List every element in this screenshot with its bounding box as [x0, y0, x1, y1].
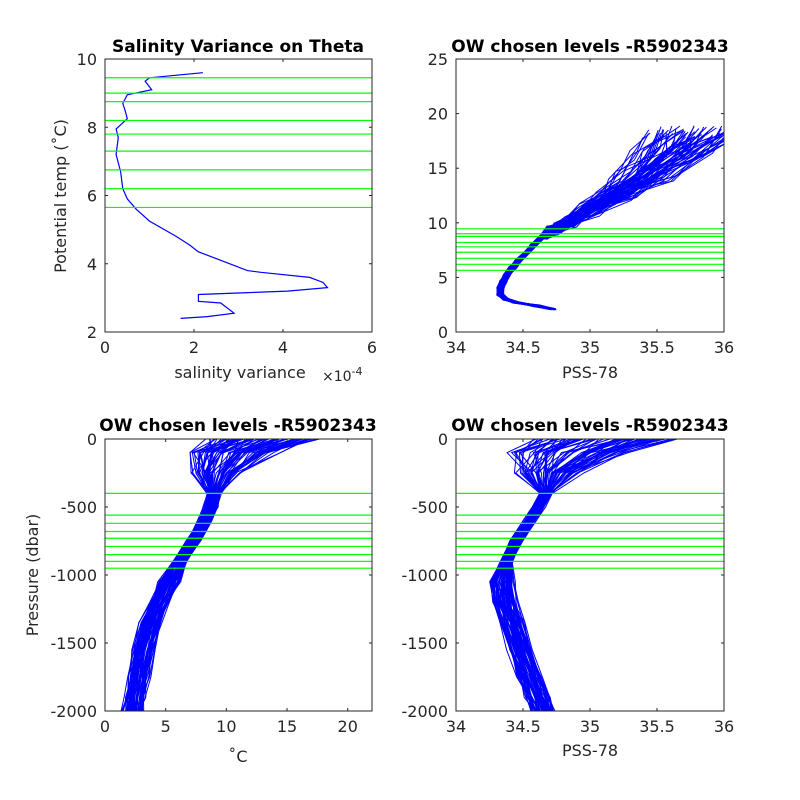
salinity-pressure-plot-area: 34 34.5 35 35.5 36 -2000 -1500 -1000 -500 0	[402, 430, 735, 736]
sal_p-y-tick-label: -500	[412, 498, 448, 517]
theta_s-y-tick-label: 25	[428, 50, 448, 69]
sal_p-y-tick-label: -1000	[402, 566, 449, 585]
salinity-pressure-xlabel: PSS-78	[562, 741, 618, 760]
sal_p-y-tick-label: -1500	[402, 634, 449, 653]
temp_p-y-tick-label: -1500	[51, 634, 98, 653]
theta_s-y-tick-label: 10	[428, 214, 448, 233]
temperature-pressure-title: OW chosen levels -R5902343	[99, 416, 376, 436]
sal_p-x-tick-label: 36	[714, 717, 734, 736]
sal_p-y-tick-label: 0	[438, 430, 448, 449]
temp_p-x-tick-label: 10	[216, 717, 236, 736]
theta-salinity-panel: OW chosen levels -R5902343 PSS-78 34 34.5…	[428, 37, 735, 382]
theta_s-x-tick-label: 34.5	[505, 338, 541, 357]
sal_p-x-tick-label: 35.5	[639, 717, 675, 736]
salvar-xlabel: salinity variance	[174, 363, 305, 382]
salvar-y-tick-label: 4	[87, 255, 97, 274]
theta_s-x-tick-label: 35	[580, 338, 600, 357]
salvar-y-tick-label: 10	[77, 50, 97, 69]
temperature-pressure-plot-area: 0 5 10 15 20 -2000 -1500 -1000 -500 0	[51, 430, 373, 736]
temp_p-x-tick-label: 5	[161, 717, 171, 736]
salvar-title: Salinity Variance on Theta	[112, 37, 364, 57]
temp_p-y-tick-label: 0	[87, 430, 97, 449]
theta-salinity-title: OW chosen levels -R5902343	[451, 37, 728, 57]
theta-salinity-xlabel: PSS-78	[562, 363, 618, 382]
salvar-series-line	[115, 72, 329, 319]
theta_s-y-tick-label: 0	[438, 323, 448, 342]
temperature-pressure-ylabel: Pressure (dbar)	[23, 514, 42, 637]
salvar-ylabel: Potential temp (˚C)	[51, 119, 70, 273]
temperature-pressure-panel: OW chosen levels -R5902343 Pressure (dba…	[23, 416, 377, 766]
theta_s-x-tick-label: 34	[446, 338, 466, 357]
temp_p-x-tick-label: 0	[100, 717, 110, 736]
temp_p-y-tick-label: -500	[61, 498, 97, 517]
salvar-x-tick-label: 2	[189, 338, 199, 357]
sal_p-x-tick-label: 35	[580, 717, 600, 736]
theta_s-y-tick-label: 5	[438, 268, 448, 287]
temp_p-y-tick-label: -2000	[51, 702, 98, 721]
theta_s-y-tick-label: 15	[428, 159, 448, 178]
temp_p-y-tick-label: -1000	[51, 566, 98, 585]
temperature-pressure-xlabel: ˚C	[228, 747, 247, 766]
salinity-variance-panel: Salinity Variance on Theta Potential tem…	[51, 37, 377, 385]
salvar-x-tick-label: 0	[100, 338, 110, 357]
salvar-x-tick-label: 6	[367, 338, 377, 357]
salinity-pressure-panel: OW chosen levels -R5902343 PSS-78 34 34.5…	[402, 416, 735, 760]
sal_p-y-tick-label: -2000	[402, 702, 449, 721]
sal_p-x-tick-label: 34	[446, 717, 466, 736]
theta_s-y-tick-label: 20	[428, 105, 448, 124]
salinity-pressure-title: OW chosen levels -R5902343	[451, 416, 728, 436]
theta_s-x-tick-label: 35.5	[639, 338, 675, 357]
theta-salinity-plot-area: 34 34.5 35 35.5 36 0 5 10 15 20 25	[428, 50, 735, 357]
theta_s-x-tick-label: 36	[714, 338, 734, 357]
temp_p-x-tick-label: 20	[338, 717, 358, 736]
salvar-x-tick-label: 4	[278, 338, 288, 357]
salvar-y-tick-label: 6	[87, 187, 97, 206]
temp_p-x-tick-label: 15	[277, 717, 297, 736]
salvar-y-tick-label: 8	[87, 118, 97, 137]
theta_s-profile-line	[503, 139, 724, 310]
salvar-y-tick-label: 2	[87, 323, 97, 342]
sal_p-x-tick-label: 34.5	[505, 717, 541, 736]
salvar-x-exponent: ×10-4	[322, 365, 363, 385]
